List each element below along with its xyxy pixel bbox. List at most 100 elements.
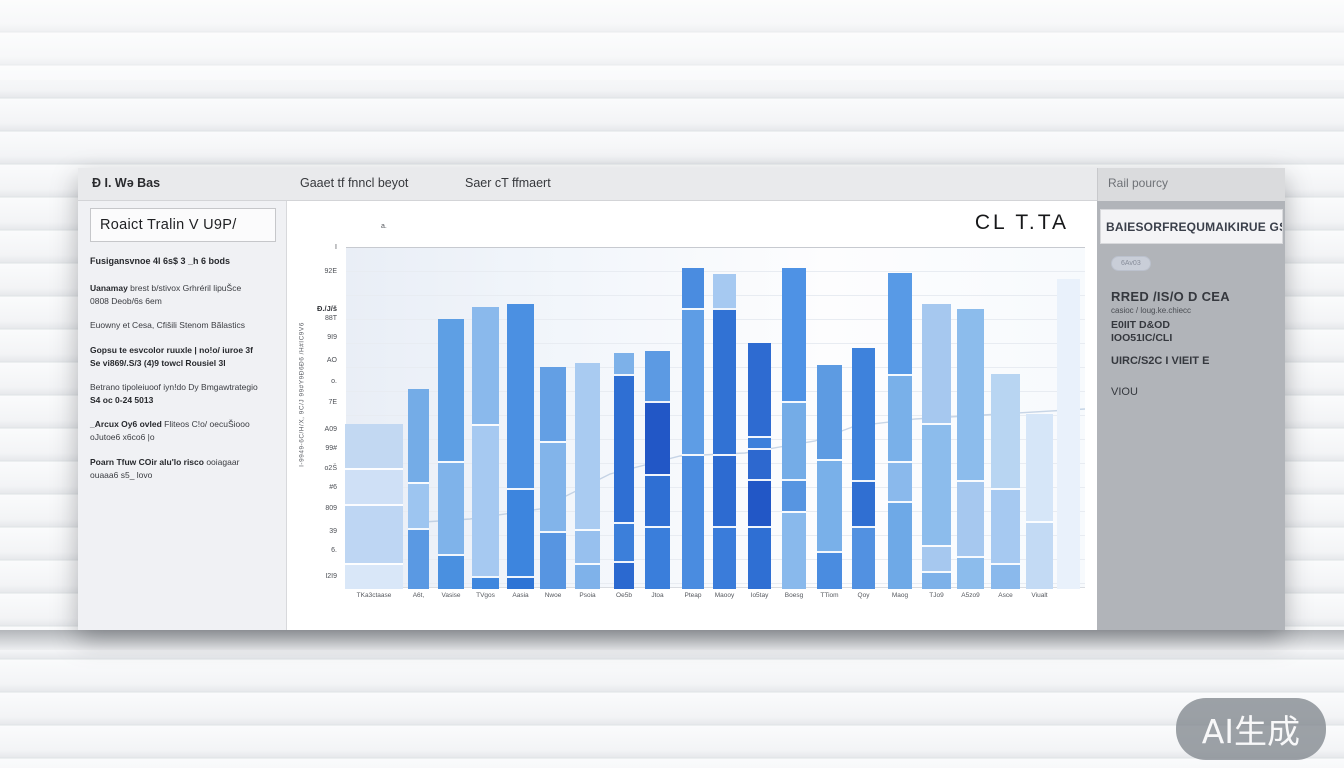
bar-segment	[888, 273, 912, 374]
bar-Qoy[interactable]	[852, 348, 875, 589]
y-axis-tick: A09	[324, 426, 337, 433]
bar-Oe5b[interactable]	[614, 353, 634, 589]
x-axis-label: TVgos	[476, 592, 495, 599]
bar-segment	[408, 482, 429, 528]
bar-TJo9[interactable]	[922, 304, 951, 589]
bar-segment	[540, 441, 566, 531]
bar-segment	[345, 468, 403, 504]
right-panel-title: Rail pourcy	[1108, 176, 1169, 190]
chart-title: CL T.TA	[974, 211, 1069, 234]
y-axis-tick: 92E	[324, 268, 337, 275]
bar-TVgos[interactable]	[472, 307, 499, 589]
bar-segment	[748, 448, 771, 479]
right-panel-titlebar: Rail pourcy	[1097, 168, 1285, 201]
bar-A6t,[interactable]	[408, 389, 429, 589]
bar-segment	[852, 348, 875, 480]
bar-Psoia[interactable]	[575, 363, 600, 589]
x-axis-label: Psoia	[579, 592, 596, 599]
bar-segment	[748, 436, 771, 448]
right-panel: BAIESORFREQUMAIKIRUE GS 6Av03 RRED /IS/O…	[1097, 201, 1285, 630]
bar-segment	[957, 480, 984, 556]
menu-item-file[interactable]: Gaaet tf fnncl beyot	[300, 176, 409, 190]
bar-segment	[888, 501, 912, 589]
x-axis-label: Jtoa	[651, 592, 664, 599]
bar-segment	[817, 459, 842, 551]
bar-segment	[922, 571, 951, 589]
bar-segment	[645, 526, 670, 589]
bar-segment	[645, 351, 670, 401]
bar-ghost[interactable]	[1057, 279, 1080, 589]
bar-segment	[748, 343, 771, 436]
y-axis-tick: 7E	[328, 399, 337, 406]
sidebar-title: Roaict Tralin V U9P/	[100, 217, 237, 233]
ai-watermark: AI生成	[1175, 698, 1326, 760]
x-axis-label: Qoy	[857, 592, 870, 599]
sidebar-note: Gopsu te esvcolor ruuxle | no!o/ iuroe 3…	[90, 344, 253, 368]
app-title: Ð I. Wə Bas	[92, 176, 161, 190]
bar-Jtoa[interactable]	[645, 351, 670, 589]
right-panel-line-sub: casioc / loug.ke.chiecc	[1111, 306, 1192, 315]
bar-Pteap[interactable]	[682, 268, 704, 589]
bar-segment	[345, 424, 403, 468]
y-axis-tick: 9I9	[327, 334, 337, 341]
bar-segment	[782, 268, 806, 401]
window-drop-shadow	[0, 630, 1344, 650]
bar-segment	[713, 274, 736, 308]
y-axis-tick: 39	[329, 528, 337, 535]
bar-segment	[345, 504, 403, 563]
bar-segment	[682, 268, 704, 308]
menu-item-view[interactable]: Saer cT ffmaert	[465, 176, 551, 190]
x-axis-label: TKa3ctaase	[356, 592, 392, 599]
x-axis-label: Io5tay	[750, 592, 769, 599]
bar-segment	[345, 563, 403, 589]
sidebar-title-box[interactable]: Roaict Tralin V U9P/	[90, 208, 276, 242]
x-axis-label: TJo9	[929, 592, 944, 599]
bar-segment	[1026, 521, 1053, 589]
bar-segment	[991, 488, 1020, 563]
x-axis-label: Maooy	[714, 592, 735, 599]
bar-TKa3ctaase[interactable]	[345, 424, 403, 589]
bar-segment	[922, 423, 951, 545]
bar-Viualt[interactable]	[1026, 414, 1053, 589]
plot-area	[345, 247, 1085, 589]
bar-Vasise[interactable]	[438, 319, 464, 589]
app-window: Ð I. Wə Bas Gaaet tf fnncl beyot Saer cT…	[78, 168, 1285, 630]
bar-segment	[1026, 414, 1053, 521]
bar-segment	[614, 353, 634, 374]
bar-TTiom[interactable]	[817, 365, 842, 589]
bar-Aasia[interactable]	[507, 304, 534, 589]
sidebar: Roaict Tralin V U9P/ Fusigansvnoe 4l 6s$…	[78, 201, 287, 630]
bar-segment	[408, 389, 429, 482]
right-panel-line-viou: VIOU	[1111, 386, 1138, 398]
status-badge[interactable]: 6Av03	[1111, 256, 1151, 271]
y-axis-tick: I	[335, 244, 337, 251]
bar-Io5tay[interactable]	[748, 343, 771, 589]
sidebar-note: _Arcux Oy6 ovled Fliteos C!o/ oecuŠiooo o…	[90, 419, 250, 443]
bar-segment	[507, 304, 534, 488]
bar-Asce[interactable]	[991, 374, 1020, 589]
x-axis-label: Asce	[998, 592, 1013, 599]
bar-segment	[852, 526, 875, 589]
x-axis-label: Nwoe	[544, 592, 562, 599]
bar-segment	[540, 531, 566, 589]
bar-segment	[575, 363, 600, 529]
right-panel-link[interactable]: UIRC/S2C I VIEIT E	[1111, 355, 1210, 367]
right-panel-line-mid1: E0IIT D&OD	[1111, 319, 1170, 331]
y-axis-tick: I2I9	[325, 573, 337, 580]
bar-A5zo9[interactable]	[957, 309, 984, 589]
bar-segment	[472, 307, 499, 424]
bar-segment	[682, 454, 704, 589]
bar-Maooy[interactable]	[713, 274, 736, 589]
x-axis-label: Boesg	[784, 592, 804, 599]
sidebar-subtitle: Fusigansvnoe 4l 6s$ 3 _h 6 bods	[90, 256, 231, 266]
bar-segment	[614, 374, 634, 522]
window-content: Roaict Tralin V U9P/ Fusigansvnoe 4l 6s$…	[78, 201, 1285, 630]
x-axis-label: Vasise	[441, 592, 461, 599]
sidebar-note: Poarn Tfuw COir alu'lo risco ooiagaar oua…	[90, 456, 240, 480]
bar-Nwoe[interactable]	[540, 367, 566, 589]
bar-Maog[interactable]	[888, 273, 912, 589]
bar-Boesg[interactable]	[782, 268, 806, 589]
bar-segment	[472, 424, 499, 576]
bar-segment	[922, 304, 951, 423]
y-axis-tick: 6.	[331, 547, 337, 554]
